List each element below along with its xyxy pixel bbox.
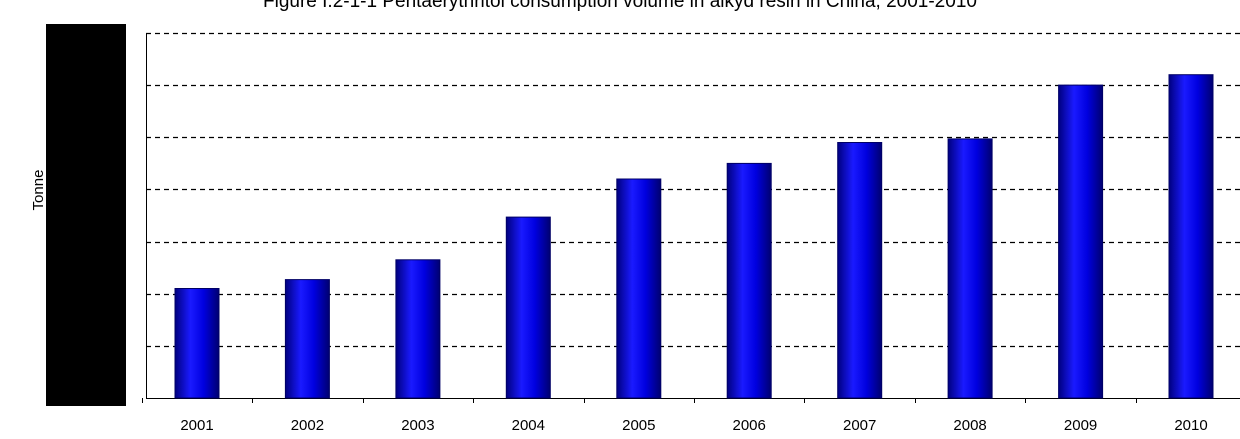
chart-title: Figure I.2-1-1 Pentaerythritol consumpti…	[263, 0, 977, 12]
x-tick-label: 2007	[843, 417, 876, 434]
x-tick-label: 2010	[1174, 417, 1207, 434]
bar-2006	[726, 162, 772, 399]
x-tick-labels: 2001 2002 2003 2004 2005 2006 2007 2008 2009 2010	[180, 417, 1207, 434]
redaction-block	[46, 24, 126, 406]
bar-2007	[837, 142, 883, 399]
x-tick-label: 2001	[180, 417, 213, 434]
bar-2004	[505, 216, 551, 399]
x-tick-label: 2002	[291, 417, 324, 434]
x-tick-label: 2009	[1064, 417, 1097, 434]
bar-2009	[1058, 84, 1104, 399]
bar-2010	[1168, 74, 1214, 399]
x-tick-label: 2004	[512, 417, 545, 434]
bar-2005	[616, 178, 662, 399]
x-tick-label: 2006	[733, 417, 766, 434]
bar-2001	[174, 288, 220, 399]
bar-2003	[395, 259, 441, 399]
x-tick-label: 2008	[953, 417, 986, 434]
x-tick-label: 2003	[401, 417, 434, 434]
bar-2002	[284, 279, 330, 399]
bars	[174, 74, 1214, 399]
x-tick-label: 2005	[622, 417, 655, 434]
bar-2008	[947, 138, 993, 399]
